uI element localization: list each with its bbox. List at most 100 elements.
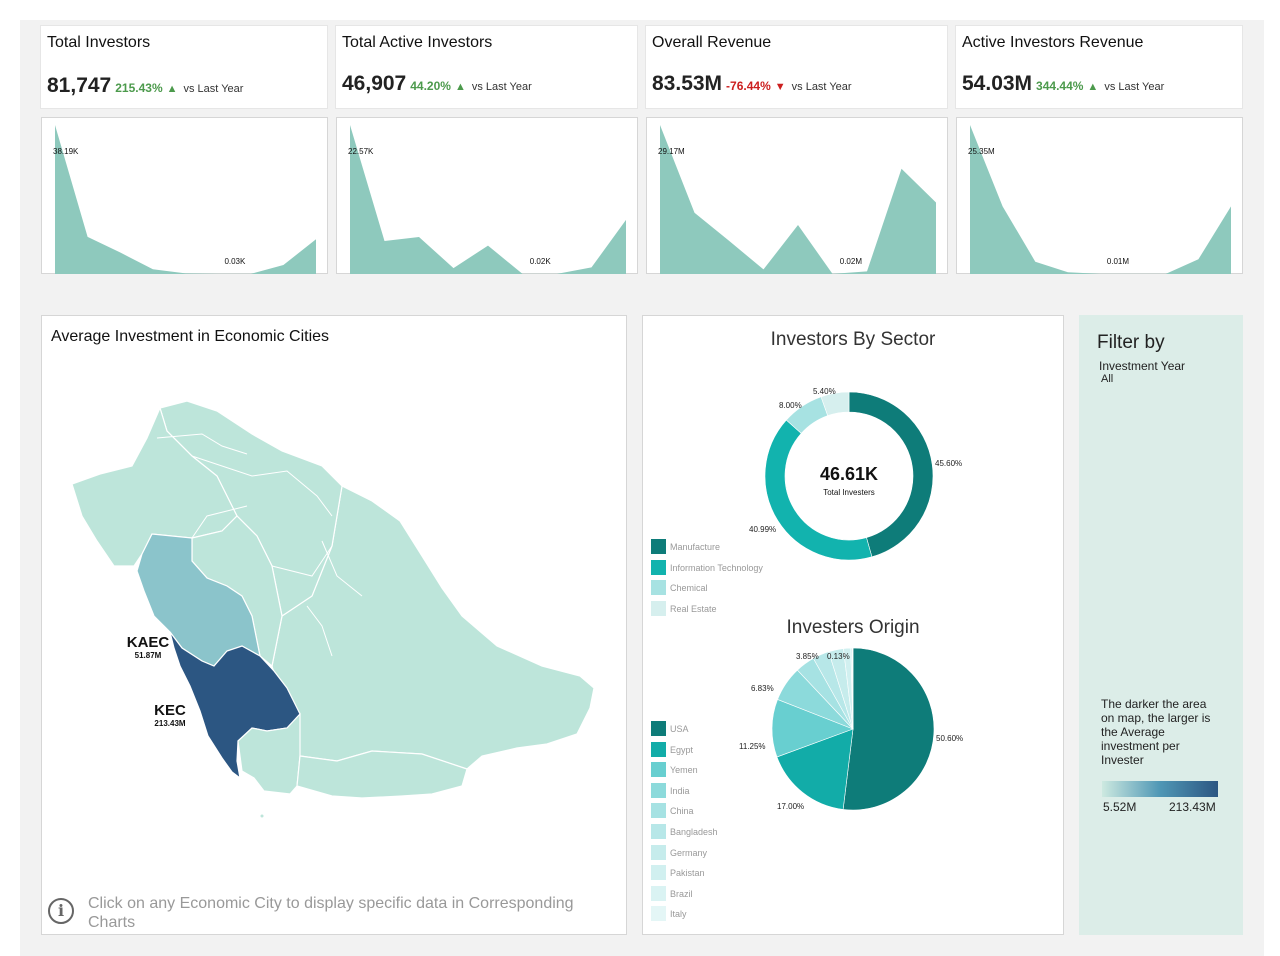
kpi-compare-label: vs Last Year — [1104, 81, 1165, 93]
origin-chart-title: Investers Origin — [786, 617, 920, 638]
donut-center-label: Total Investers — [823, 488, 875, 497]
kpi-value-row: 81,747 215.43% ▲ vs Last Year — [47, 74, 243, 98]
donut-center-value: 46.61K — [819, 464, 879, 484]
origin-label: 0.13% — [827, 652, 850, 661]
saudi-map — [71, 400, 595, 818]
sector-label: 8.00% — [779, 401, 802, 410]
sparkline-total-active-investors[interactable]: 22.57K 0.02K — [336, 117, 638, 274]
legend-swatch — [651, 600, 666, 616]
kpi-value-row: 46,907 44.20% ▲ vs Last Year — [342, 72, 532, 96]
sector-chart-title: Investors By Sector — [770, 329, 936, 350]
city-name: KAEC — [126, 634, 170, 651]
kpi-compare-label: vs Last Year — [471, 81, 532, 93]
legend-label: Manufacture — [670, 542, 721, 552]
gradient-max-label: 213.43M — [1169, 800, 1216, 814]
filter-panel: Filter by Investment Year All The darker… — [1079, 315, 1243, 935]
sparkline-min-label: 0.01M — [1107, 257, 1130, 266]
kpi-change: -76.44% — [726, 79, 771, 93]
filter-field-label: Investment Year — [1099, 359, 1186, 373]
legend-swatch — [651, 865, 666, 881]
legend-swatch — [651, 762, 666, 778]
sparkline-overall-revenue[interactable]: 29.17M 0.02M — [646, 117, 948, 274]
legend-label: Information Technology — [670, 562, 763, 573]
origin-label: 3.85% — [796, 652, 819, 661]
island-dot — [260, 814, 264, 818]
gradient-min-label: 5.52M — [1103, 800, 1137, 814]
arrow-down-icon: ▼ — [774, 81, 786, 93]
legend-swatch — [651, 906, 666, 922]
legend-label: China — [670, 806, 694, 817]
legend-label: Germany — [670, 847, 708, 858]
info-icon: i — [48, 898, 74, 924]
kpi-value-row: 54.03M 344.44% ▲ vs Last Year — [962, 72, 1164, 96]
origin-pie-chart — [771, 647, 935, 811]
slice-italy[interactable] — [852, 647, 854, 730]
kpi-value: 54.03M — [962, 72, 1033, 95]
sparkline-max-label: 22.57K — [348, 147, 374, 156]
legend-label: Italy — [670, 909, 687, 920]
sparkline-svg: 29.17M 0.02M — [658, 125, 936, 274]
sparkline-area[interactable] — [350, 125, 626, 274]
kpi-card-active-investors-revenue[interactable]: Active Investors Revenue 54.03M 344.44% ▲ v… — [956, 26, 1242, 108]
region-borders — [156, 433, 363, 657]
legend-swatch — [651, 721, 666, 736]
kpi-compare-label: vs Last Year — [183, 83, 244, 95]
kpi-change: 344.44% — [1036, 79, 1084, 93]
sparkline-max-label: 38.19K — [53, 147, 79, 156]
legend-label: Yemen — [670, 765, 698, 776]
kpi-title: Total Investors — [47, 34, 151, 51]
slice-real-estate[interactable] — [820, 391, 850, 417]
sparkline-active-investors-revenue[interactable]: 25.35M 0.01M — [956, 117, 1243, 274]
filter-title: Filter by — [1097, 332, 1165, 353]
city-label-kaec[interactable]: KAEC 51.87M — [120, 634, 176, 660]
arrow-up-icon: ▲ — [1087, 81, 1099, 93]
origin-label: 11.25% — [739, 742, 766, 751]
legend-label: Brazil — [670, 888, 693, 899]
kpi-value: 46,907 — [342, 72, 407, 95]
legend-label: India — [670, 785, 690, 796]
legend-swatch — [651, 782, 666, 798]
kpi-card-total-active-investors[interactable]: Total Active Investors 46,907 44.20% ▲ vs L… — [336, 26, 637, 108]
sparkline-min-label: 0.02K — [530, 257, 552, 266]
sector-label: 45.60% — [935, 459, 963, 468]
arrow-up-icon: ▲ — [454, 81, 466, 93]
slice-usa[interactable] — [842, 647, 935, 811]
sparkline-area[interactable] — [660, 125, 936, 274]
sparkline-svg: 25.35M 0.01M — [968, 125, 1231, 274]
legend-swatch — [651, 803, 666, 819]
city-label-kec[interactable]: KEC 213.43M — [142, 702, 198, 728]
kpi-value: 81,747 — [47, 74, 112, 97]
map-info-text: Click on any Economic City to display sp… — [88, 895, 574, 931]
kpi-card-overall-revenue[interactable]: Overall Revenue 83.53M -76.44% ▼ vs Last Ye… — [646, 26, 947, 108]
legend-label: Bangladesh — [670, 827, 718, 837]
city-name: KEC — [154, 702, 186, 719]
color-gradient-legend — [1102, 781, 1218, 797]
legend-swatch — [651, 741, 666, 757]
kpi-title: Total Active Investors — [342, 34, 493, 51]
legend-swatch — [651, 559, 666, 575]
sparkline-area[interactable] — [55, 125, 316, 274]
sparkline-max-label: 25.35M — [968, 147, 995, 156]
sector-label: 5.40% — [813, 387, 836, 396]
sparkline-min-label: 0.02M — [840, 257, 863, 266]
kpi-card-total-investors[interactable]: Total Investors 81,747 215.43% ▲ vs Last Ye… — [41, 26, 327, 108]
legend-label: Egypt — [670, 744, 694, 755]
sparkline-area[interactable] — [970, 125, 1231, 274]
slice-egypt[interactable] — [776, 728, 854, 810]
map-panel: Average Investment in Economic Cities KA… — [41, 315, 627, 935]
legend-swatch — [651, 844, 666, 860]
origin-label: 50.60% — [936, 734, 964, 743]
origin-label: 6.83% — [751, 684, 774, 693]
sparkline-total-investors[interactable]: 38.19K 0.03K — [41, 117, 328, 274]
legend-swatch — [651, 580, 666, 595]
city-value: 213.43M — [154, 719, 186, 728]
sparkline-svg: 38.19K 0.03K — [53, 125, 316, 274]
kpi-title: Overall Revenue — [652, 34, 772, 51]
kpi-compare-label: vs Last Year — [791, 81, 852, 93]
kpi-value-row: 83.53M -76.44% ▼ vs Last Year — [652, 72, 852, 96]
sector-donut-chart — [764, 391, 934, 561]
region-najran[interactable] — [296, 750, 468, 799]
investment-year-filter[interactable]: All — [1101, 373, 1114, 385]
legend-swatch — [651, 824, 666, 839]
legend-label: Real Estate — [670, 603, 717, 614]
